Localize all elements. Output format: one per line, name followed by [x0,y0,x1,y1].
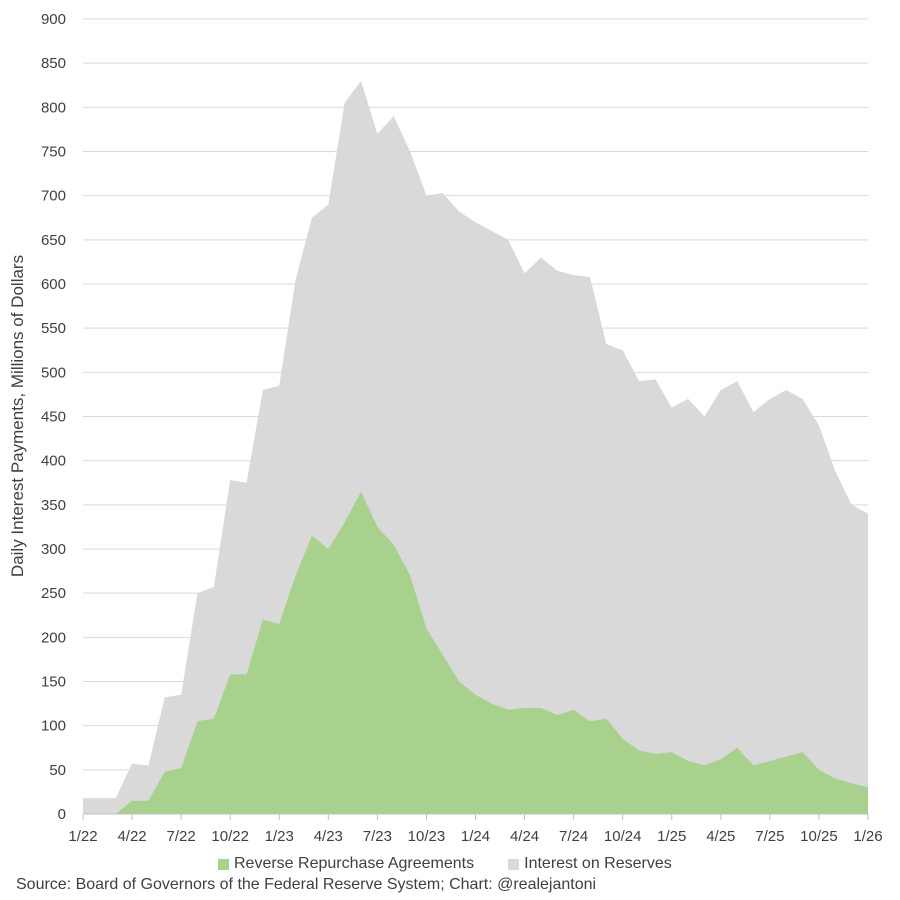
y-tick-label: 450 [41,409,66,426]
x-tick-label: 10/23 [408,828,446,845]
x-tick-label: 10/24 [604,828,642,845]
y-tick-label: 50 [49,762,66,779]
y-axis-ticks: 0 50 100 150 200 250 300 350 400 450 500 550 600 650 7… [41,11,66,823]
y-tick-label: 350 [41,497,66,514]
legend-item-rrp: Reverse Repurchase Agreements [218,855,474,873]
x-tick-label: 1/25 [657,828,686,845]
plot-area [83,80,868,815]
legend-label-ior: Interest on Reserves [524,855,672,872]
y-tick-label: 550 [41,320,66,337]
y-tick-label: 300 [41,541,66,558]
y-tick-label: 800 [41,99,66,116]
y-tick-label: 0 [58,806,66,823]
legend: Reverse Repurchase Agreements Interest o… [218,855,706,873]
legend-swatch-rrp [218,858,229,870]
y-tick-label: 750 [41,144,66,161]
y-tick-label: 500 [41,364,66,381]
x-tick-label: 7/25 [755,828,784,845]
y-tick-label: 100 [41,718,66,735]
reverse-repurchase-agreementsarea [83,491,868,814]
x-tick-label: 4/24 [510,828,539,845]
y-tick-label: 850 [41,55,66,72]
y-tick-label: 650 [41,232,66,249]
legend-item-ior: Interest on Reserves [508,855,672,873]
x-tick-label: 1/23 [265,828,294,845]
x-tick-label: 7/22 [167,828,196,845]
x-tick-label: 7/23 [363,828,392,845]
source-note: Source: Board of Governors of the Federa… [16,876,597,893]
y-tick-label: 700 [41,188,66,205]
legend-label-rrp: Reverse Repurchase Agreements [234,855,475,872]
y-tick-label: 150 [41,674,66,691]
y-tick-label: 250 [41,585,66,602]
x-tick-label: 10/25 [800,828,838,845]
x-tick-label: 10/22 [211,828,249,845]
y-tick-label: 200 [41,629,66,646]
x-tick-label: 7/24 [559,828,588,845]
y-tick-label: 400 [41,453,66,470]
x-tick-label: 1/22 [68,828,97,845]
x-tick-label: 4/22 [117,828,146,845]
legend-swatch-ior [508,858,520,870]
x-tick-label: 1/24 [461,828,490,845]
y-tick-label: 600 [41,276,66,293]
y-axis-label: Daily Interest Payments, Millions of Dol… [8,255,27,577]
x-tick-label: 4/23 [314,828,343,845]
y-tick-label: 900 [41,11,66,28]
x-tick-label: 4/25 [706,828,735,845]
x-axis-ticks: 1/22 4/22 7/22 10/22 1/23 4/23 7/23 10/23 1/24 4/… [68,814,883,845]
x-tick-label: 1/26 [853,828,882,845]
